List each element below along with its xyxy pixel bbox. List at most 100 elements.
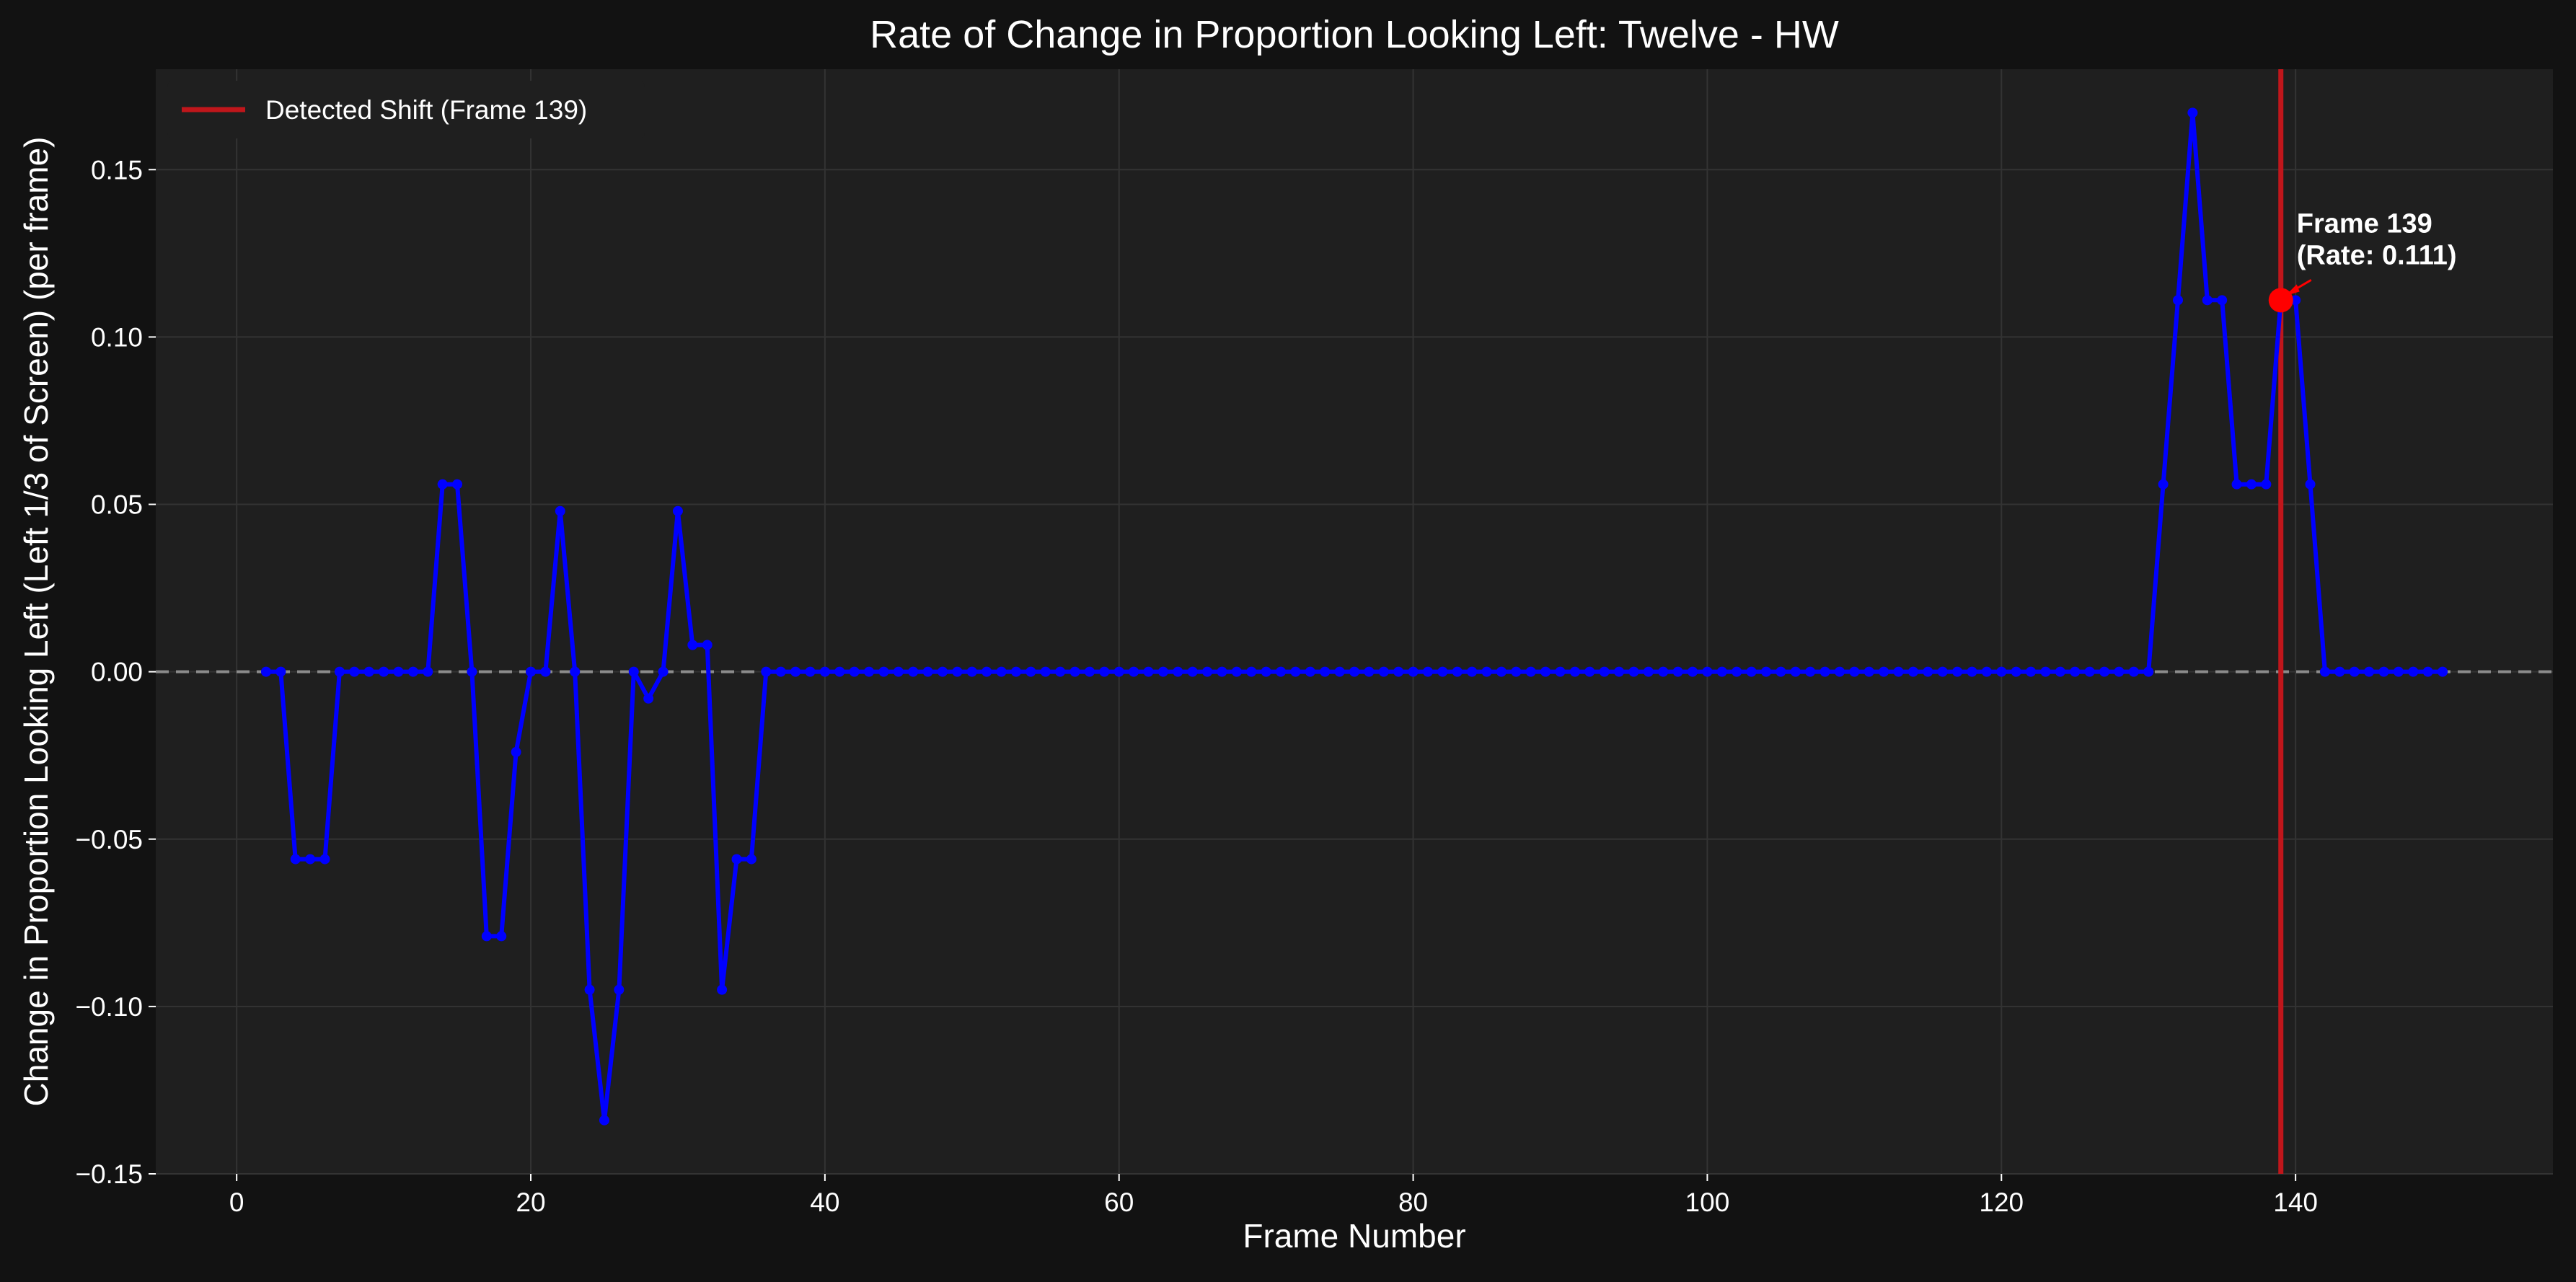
legend-label: Detected Shift (Frame 139): [265, 95, 587, 125]
data-point: [790, 666, 801, 677]
y-tick-label: −0.05: [75, 825, 143, 854]
data-point: [511, 747, 521, 758]
data-point: [628, 666, 639, 677]
data-point: [702, 640, 713, 650]
data-point: [1614, 666, 1625, 677]
data-point: [379, 666, 389, 677]
data-point: [805, 666, 816, 677]
data-point: [1173, 666, 1183, 677]
x-tick-label: 40: [810, 1188, 839, 1217]
data-point: [1776, 666, 1786, 677]
data-point: [834, 666, 845, 677]
data-point: [1688, 666, 1698, 677]
data-point: [407, 666, 418, 677]
data-point: [1760, 666, 1771, 677]
data-point: [1732, 666, 1742, 677]
data-point: [1481, 666, 1492, 677]
data-point: [1422, 666, 1433, 677]
data-point: [819, 666, 830, 677]
y-tick-label: 0.00: [91, 658, 143, 687]
y-tick-label: 0.05: [91, 490, 143, 520]
annotation: Frame 139(Rate: 0.111): [2285, 208, 2457, 296]
data-point: [1129, 666, 1139, 677]
data-point: [1187, 666, 1198, 677]
data-point: [2026, 666, 2037, 677]
y-tick-label: −0.10: [75, 992, 143, 1022]
chart-title: Rate of Change in Proportion Looking Lef…: [870, 13, 1839, 56]
data-point: [966, 666, 977, 677]
data-point: [1937, 666, 1948, 677]
data-point: [1408, 666, 1419, 677]
data-point: [2172, 295, 2183, 306]
data-point: [1628, 666, 1639, 677]
data-point: [2393, 666, 2404, 677]
x-tick-label: 120: [1979, 1188, 2024, 1217]
data-point: [2217, 295, 2228, 306]
x-tick-label: 20: [516, 1188, 545, 1217]
data-point: [334, 666, 345, 677]
legend: Detected Shift (Frame 139): [167, 81, 645, 138]
data-point: [1320, 666, 1331, 677]
data-point: [1069, 666, 1080, 677]
data-point: [761, 666, 772, 677]
data-point: [1452, 666, 1463, 677]
x-axis-label: Frame Number: [1243, 1217, 1465, 1255]
data-point: [2246, 479, 2257, 490]
data-point: [2114, 666, 2125, 677]
data-point: [1334, 666, 1345, 677]
data-point: [1658, 666, 1669, 677]
data-point: [1364, 666, 1375, 677]
data-point: [2158, 479, 2169, 490]
data-point: [1893, 666, 1904, 677]
data-point: [672, 505, 683, 516]
data-point: [290, 854, 301, 865]
annotation-text: (Rate: 0.111): [2297, 240, 2457, 270]
data-point: [1525, 666, 1536, 677]
x-tick-label: 100: [1685, 1188, 1730, 1217]
data-point: [1716, 666, 1727, 677]
data-point: [2261, 479, 2272, 490]
data-point: [1790, 666, 1801, 677]
data-point: [1981, 666, 1992, 677]
data-point: [1437, 666, 1448, 677]
data-point: [1025, 666, 1036, 677]
data-point: [1276, 666, 1287, 677]
y-tick-label: −0.15: [75, 1159, 143, 1189]
data-point: [1907, 666, 1918, 677]
data-point: [2422, 666, 2433, 677]
data-point: [1055, 666, 1066, 677]
data-point: [864, 666, 875, 677]
data-point: [2290, 295, 2301, 306]
data-point: [775, 666, 786, 677]
x-tick-label: 80: [1398, 1188, 1428, 1217]
data-point: [687, 640, 698, 650]
data-point: [996, 666, 1007, 677]
data-point: [1746, 666, 1757, 677]
data-point: [1643, 666, 1654, 677]
data-point: [599, 1115, 609, 1126]
data-point: [1099, 666, 1110, 677]
data-point: [1996, 666, 2007, 677]
data-point: [1496, 666, 1507, 677]
data-point: [555, 505, 565, 516]
data-point: [2378, 666, 2389, 677]
data-point: [1231, 666, 1242, 677]
data-point: [319, 854, 330, 865]
data-point: [643, 693, 654, 704]
data-point: [349, 666, 360, 677]
legend-box: [167, 81, 645, 138]
annotation-text: Frame 139: [2297, 208, 2432, 239]
x-tick-label: 0: [229, 1188, 244, 1217]
data-point: [260, 666, 271, 677]
data-point: [1261, 666, 1271, 677]
data-point: [1834, 666, 1845, 677]
data-point: [2143, 666, 2154, 677]
x-tick-label: 140: [2273, 1188, 2318, 1217]
data-point: [2187, 107, 2198, 118]
data-point: [1849, 666, 1860, 677]
data-point: [1923, 666, 1933, 677]
data-point: [1290, 666, 1301, 677]
tick-labels: 0 20 40 60 80 100 120 140 −0.15 −0.10 −0.05 0.00 0.0…: [75, 155, 2318, 1217]
data-point: [584, 984, 595, 995]
